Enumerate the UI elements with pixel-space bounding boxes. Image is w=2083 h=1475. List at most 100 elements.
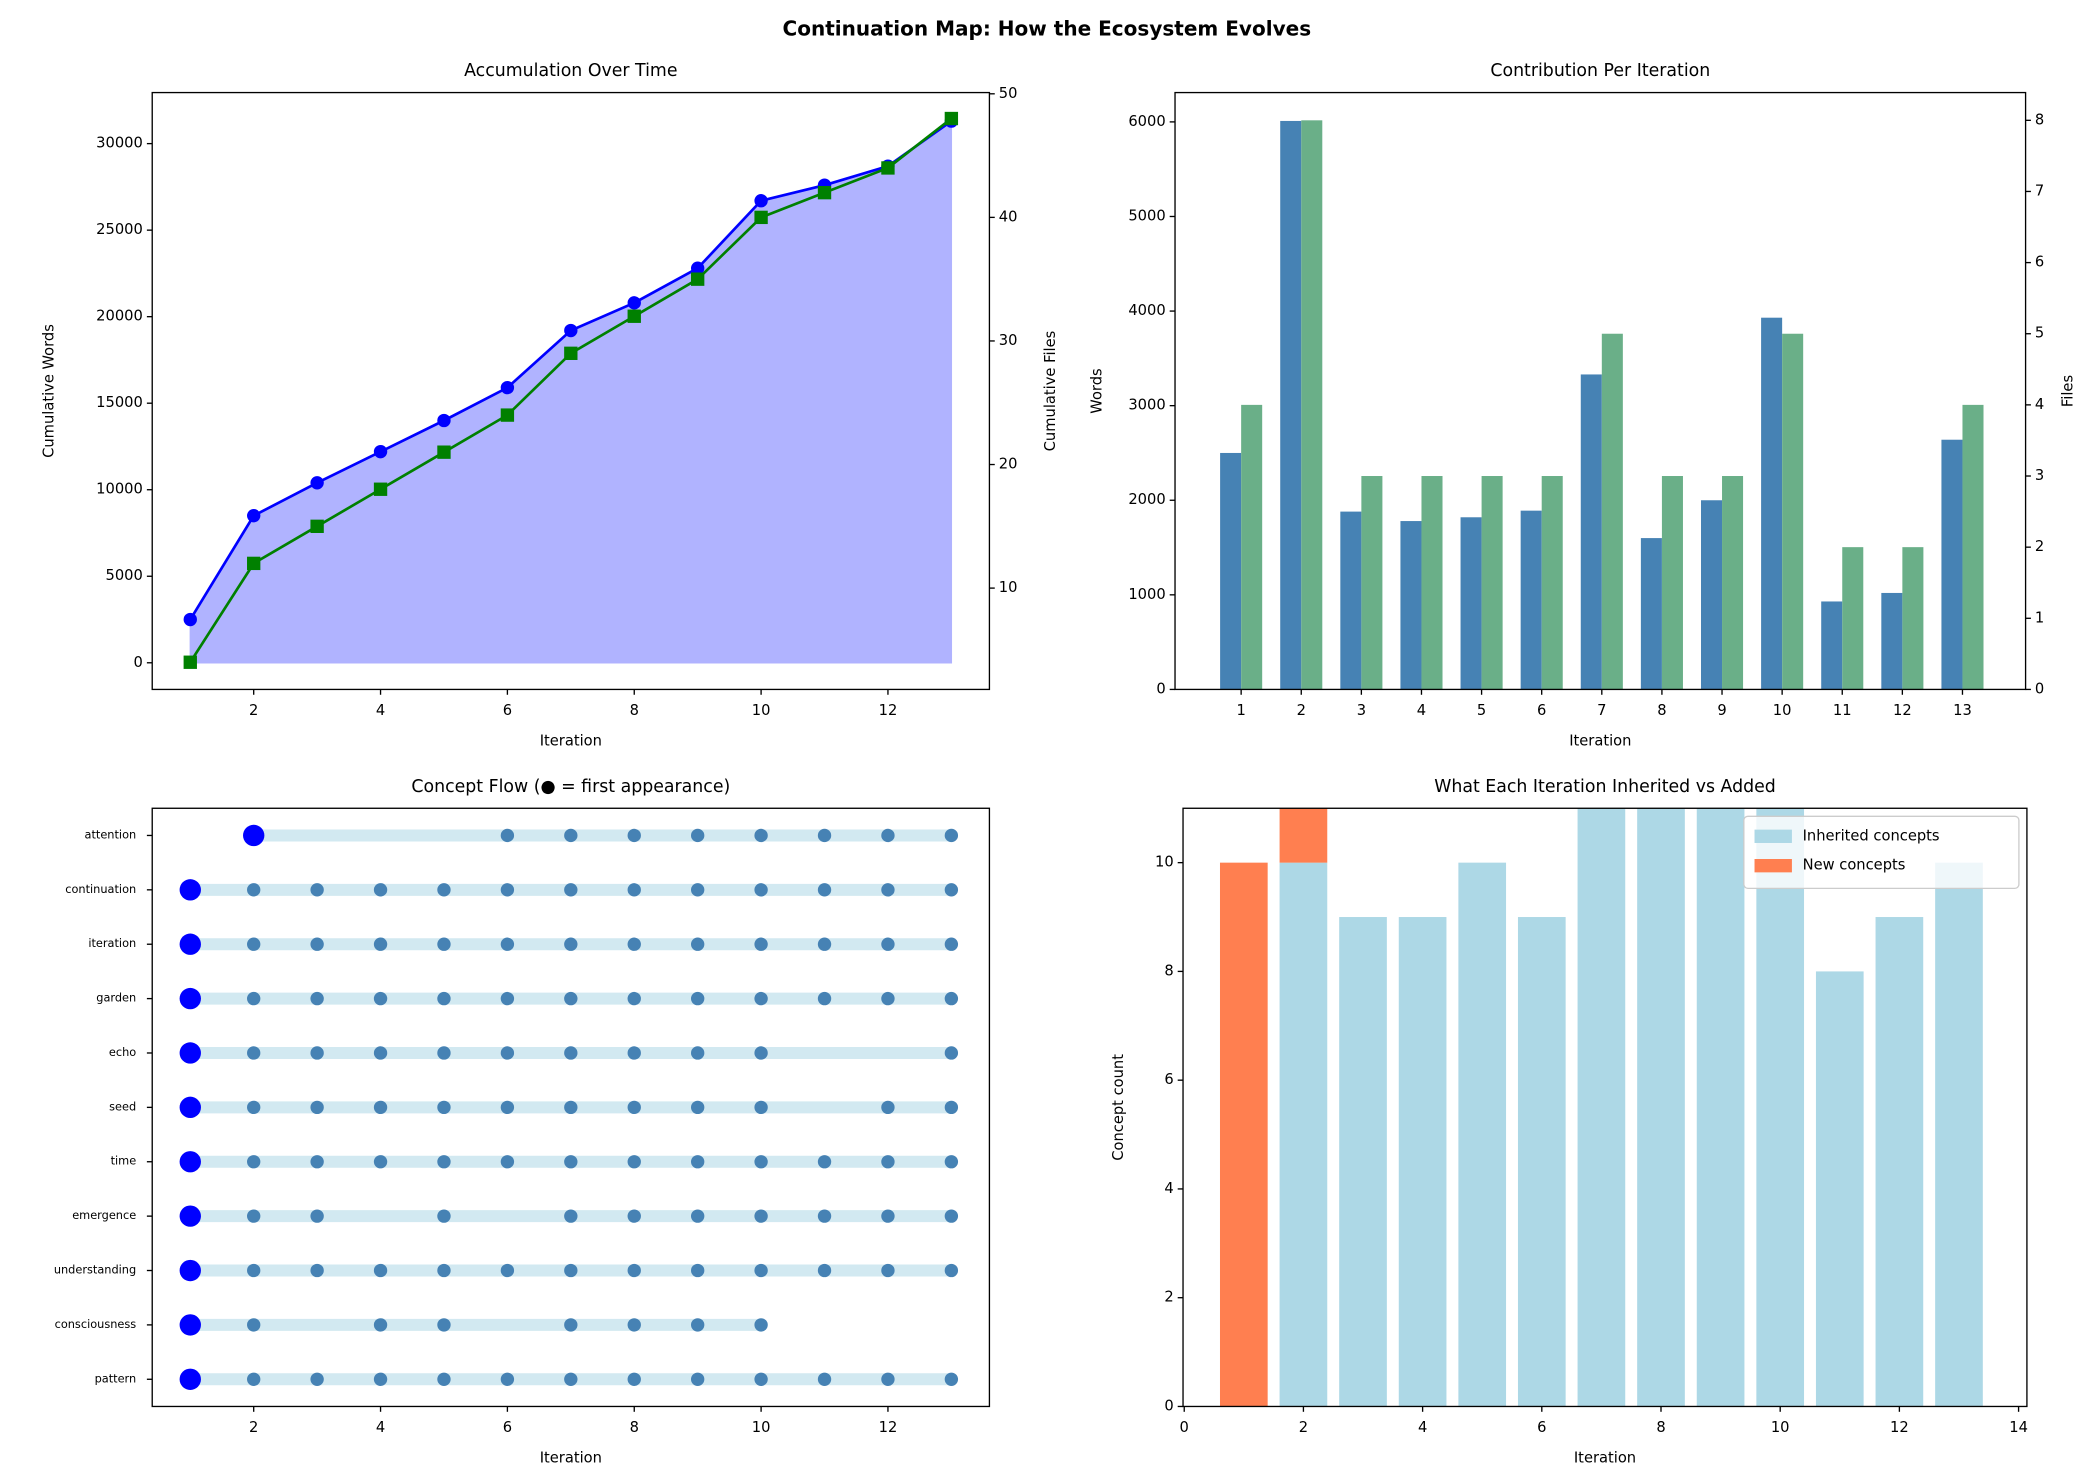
legend-frame bbox=[1743, 815, 2020, 890]
x-tick-label: 10 bbox=[1773, 702, 1792, 719]
bar bbox=[1361, 476, 1383, 690]
appearance bbox=[627, 991, 641, 1006]
appearance bbox=[437, 1100, 451, 1115]
y-tick-label: 10000 bbox=[96, 481, 143, 498]
first-appearance bbox=[179, 933, 201, 955]
axes-frame bbox=[151, 807, 991, 1408]
appearance bbox=[754, 1100, 768, 1115]
appearance bbox=[690, 883, 705, 897]
appearance bbox=[754, 1155, 768, 1169]
appearance bbox=[310, 883, 324, 897]
appearance bbox=[373, 1100, 388, 1115]
subplot-title: Concept Flow (● = first appearance) bbox=[411, 777, 730, 797]
y-tick-label: seed bbox=[109, 1099, 136, 1113]
y-tick-label: pattern bbox=[95, 1371, 137, 1385]
y2-tick-label: 20 bbox=[999, 456, 1018, 473]
marker bbox=[373, 482, 388, 496]
appearance bbox=[310, 1155, 324, 1169]
legend-swatch bbox=[1754, 829, 1792, 843]
y2-tick-label: 7 bbox=[2035, 182, 2044, 199]
appearance bbox=[944, 1209, 959, 1223]
appearance bbox=[627, 1372, 641, 1386]
x-tick-label: 6 bbox=[1537, 1419, 1546, 1436]
appearance bbox=[944, 1100, 959, 1115]
first-appearance bbox=[179, 1314, 201, 1336]
marker bbox=[690, 261, 705, 275]
y-tick-label: 0 bbox=[134, 654, 143, 671]
bar bbox=[1541, 476, 1563, 690]
appearance bbox=[881, 828, 895, 843]
bar bbox=[1220, 452, 1242, 690]
appearance bbox=[564, 883, 578, 897]
bar bbox=[1301, 120, 1323, 690]
legend: Inherited concepts New concepts bbox=[1743, 815, 2020, 890]
appearance bbox=[564, 828, 578, 843]
x-tick-label: 12 bbox=[1893, 702, 1912, 719]
appearance bbox=[310, 1046, 324, 1060]
marker bbox=[627, 296, 641, 310]
y-tick-label: 5000 bbox=[1128, 207, 1165, 224]
y-tick-label: 6 bbox=[1164, 1071, 1173, 1088]
appearance bbox=[754, 828, 768, 843]
y-tick-label: 4000 bbox=[1128, 302, 1165, 319]
x-tick-label: 0 bbox=[1180, 1419, 1189, 1436]
appearance bbox=[500, 1155, 515, 1169]
appearance bbox=[944, 828, 959, 843]
appearance bbox=[564, 1100, 578, 1115]
first-appearance bbox=[179, 1368, 201, 1390]
appearance bbox=[690, 1046, 705, 1060]
appearance bbox=[247, 1209, 261, 1223]
bar bbox=[1881, 592, 1903, 690]
appearance bbox=[754, 883, 768, 897]
y2-tick-label: 40 bbox=[999, 208, 1018, 225]
y-axis-label: Concept count bbox=[1110, 1054, 1127, 1161]
y-tick-label: emergence bbox=[72, 1208, 136, 1222]
y2-tick-label: 30 bbox=[999, 332, 1018, 349]
appearance bbox=[437, 1209, 451, 1223]
y-tick-label: 25000 bbox=[96, 221, 143, 238]
appearance bbox=[437, 1046, 451, 1060]
appearance bbox=[690, 1318, 705, 1332]
bar-segment bbox=[1935, 862, 1983, 1407]
marker bbox=[564, 323, 578, 338]
appearance bbox=[373, 1046, 388, 1060]
y2-tick-label: 5 bbox=[2035, 325, 2044, 342]
y-tick-label: 1000 bbox=[1128, 586, 1165, 603]
appearance bbox=[881, 1155, 895, 1169]
y-tick-label: time bbox=[111, 1154, 137, 1168]
y2-tick-label: 2 bbox=[2035, 538, 2044, 555]
appearance bbox=[627, 1318, 641, 1332]
y-tick-label: 20000 bbox=[96, 308, 143, 325]
appearance bbox=[754, 1046, 768, 1060]
appearance bbox=[627, 1155, 641, 1169]
appearance bbox=[690, 1155, 705, 1169]
first-appearance bbox=[179, 1042, 201, 1064]
appearance bbox=[247, 1318, 261, 1332]
y-tick-label: 3000 bbox=[1128, 397, 1165, 414]
bar-segment bbox=[1398, 917, 1447, 1407]
subplot: Concept Flow (● = first appearance) Itera… bbox=[54, 777, 991, 1467]
appearance bbox=[754, 1263, 768, 1278]
appearance bbox=[500, 828, 515, 843]
bar bbox=[1340, 511, 1362, 690]
x-tick-label: 4 bbox=[1418, 1419, 1427, 1436]
appearance bbox=[310, 991, 324, 1006]
appearance bbox=[500, 883, 515, 897]
bar-segment bbox=[1279, 862, 1328, 1407]
y2-tick-label: 50 bbox=[999, 85, 1018, 102]
appearance bbox=[373, 991, 388, 1006]
x-tick-label: 3 bbox=[1357, 702, 1366, 719]
y-axis-label: Words bbox=[1089, 368, 1106, 413]
subplot-title: Contribution Per Iteration bbox=[1490, 61, 1710, 81]
appearance bbox=[247, 1046, 261, 1060]
appearance bbox=[310, 1263, 324, 1278]
x-tick-label: 6 bbox=[503, 1419, 512, 1436]
appearance bbox=[881, 937, 895, 951]
y-tick-label: echo bbox=[109, 1045, 136, 1059]
bar bbox=[1761, 317, 1783, 690]
bar-segment bbox=[1517, 917, 1566, 1407]
y2-tick-label: 3 bbox=[2035, 467, 2044, 484]
appearance bbox=[817, 883, 832, 897]
bar bbox=[1580, 374, 1602, 690]
appearance bbox=[373, 1155, 388, 1169]
